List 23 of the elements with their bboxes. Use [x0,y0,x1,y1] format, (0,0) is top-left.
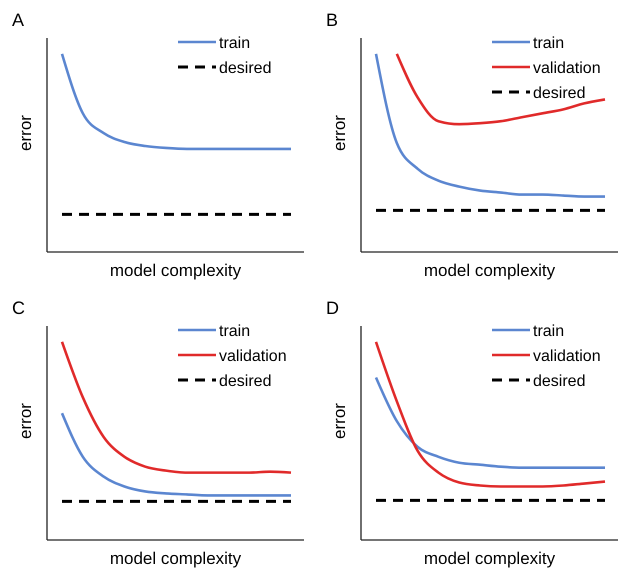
x-axis-title: model complexity [424,549,556,568]
legend-label: train [533,35,564,52]
legend-label: desired [219,60,272,77]
y-axis-title: error [16,114,35,151]
x-axis-title: model complexity [424,261,556,280]
x-axis-title: model complexity [110,549,242,568]
y-axis-title: error [16,402,35,439]
legend-label: desired [533,85,586,102]
x-axis-title: model complexity [110,261,242,280]
chart-title: B [326,10,338,30]
chart-title: D [326,298,339,318]
legend-label: desired [219,373,272,390]
y-axis-title: error [330,114,349,151]
chart-title: A [12,10,24,30]
legend-label: train [219,323,250,340]
legend-label: train [533,323,564,340]
legend-label: validation [533,348,601,365]
legend-label: desired [533,373,586,390]
legend-label: validation [219,348,287,365]
chart-title: C [12,298,25,318]
legend-label: train [219,35,250,52]
y-axis-title: error [330,402,349,439]
legend-label: validation [533,60,601,77]
